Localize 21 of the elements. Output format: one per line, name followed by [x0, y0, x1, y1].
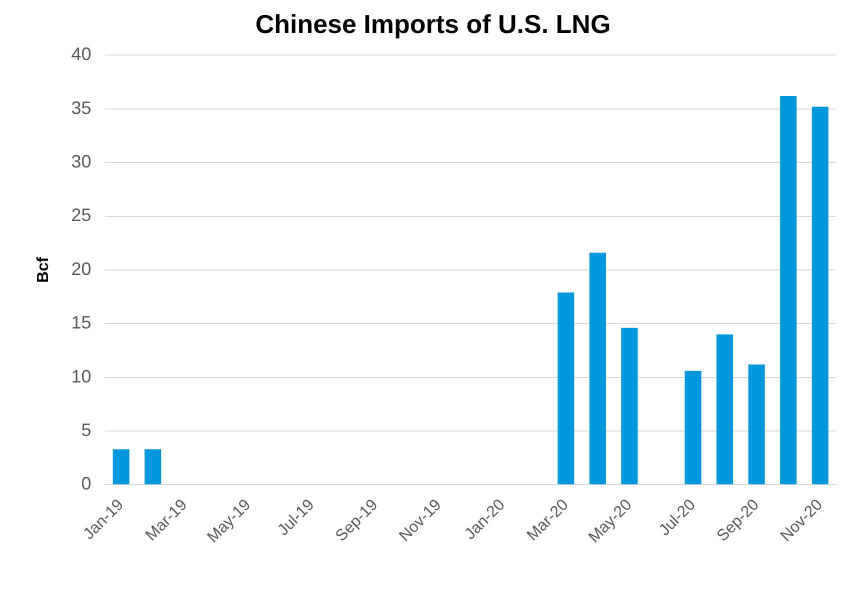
y-tick-label: 5: [81, 420, 92, 440]
bar: [716, 334, 734, 484]
y-tick-label: 20: [71, 258, 92, 279]
y-tick-label: 35: [71, 98, 92, 118]
y-tick-label: 0: [81, 474, 92, 494]
bar: [558, 292, 574, 484]
bar: [144, 449, 162, 484]
bar: [812, 106, 828, 484]
chart-title: Chinese Imports of U.S. LNG: [255, 8, 611, 39]
bar: [589, 252, 606, 484]
bar: [621, 328, 638, 484]
y-tick-label: 25: [71, 205, 92, 226]
y-tick-label: 15: [71, 312, 92, 333]
bar: [112, 449, 130, 484]
y-tick-label: 40: [71, 44, 92, 64]
y-tick-label: 10: [71, 366, 92, 386]
y-axis-title: Bcf: [35, 256, 52, 283]
y-tick-label: 30: [71, 152, 92, 172]
bar: [684, 370, 702, 484]
bar: [748, 364, 765, 484]
bar: [780, 96, 797, 484]
